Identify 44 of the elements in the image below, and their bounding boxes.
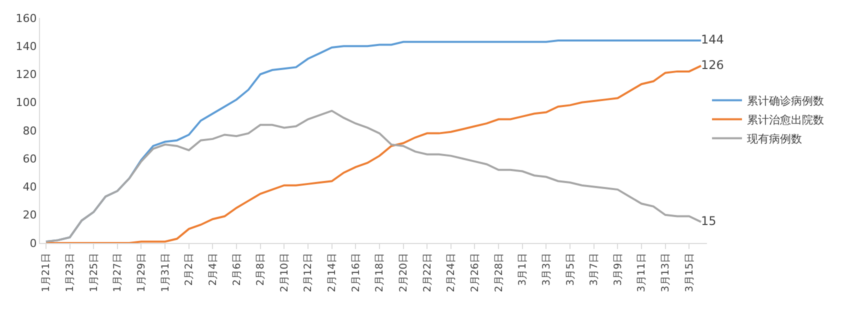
x-tick-label: 1月29日 [136, 253, 148, 292]
legend-label: 现有病例数 [747, 132, 802, 146]
x-tick-label: 2月2日 [184, 253, 196, 286]
y-tick-label: 0 [30, 236, 37, 250]
x-tick-label: 3月13日 [660, 253, 672, 292]
x-tick-label: 2月20日 [398, 253, 410, 292]
x-tick-label: 3月5日 [565, 253, 576, 286]
legend-label: 累计确诊病例数 [747, 94, 824, 108]
data-label: 15 [701, 214, 716, 228]
x-tick-label: 1月21日 [41, 253, 52, 292]
x-tick-label: 3月7日 [589, 253, 600, 286]
y-tick-label: 160 [16, 12, 37, 25]
y-tick-label: 40 [22, 180, 37, 194]
x-tick-label: 2月8日 [256, 253, 267, 286]
legend-label: 累计治愈出院数 [747, 114, 824, 127]
x-tick-label: 2月14日 [327, 253, 338, 292]
y-tick-label: 20 [22, 208, 37, 222]
x-tick-label: 2月12日 [303, 253, 314, 292]
x-tick-label: 3月11日 [636, 253, 648, 292]
data-label: 144 [701, 32, 724, 46]
y-tick-label: 120 [16, 68, 37, 82]
x-tick-label: 2月28日 [494, 253, 505, 292]
y-tick-label: 100 [16, 96, 37, 110]
x-tick-label: 1月25日 [88, 253, 100, 292]
x-tick-label: 2月24日 [446, 253, 458, 292]
x-tick-label: 3月15日 [684, 253, 696, 292]
x-tick-label: 3月9日 [612, 253, 624, 286]
x-tick-label: 3月3日 [541, 253, 552, 286]
y-tick-label: 60 [22, 152, 37, 166]
x-tick-label: 2月16日 [350, 253, 362, 292]
y-tick-label: 80 [22, 124, 37, 138]
x-tick-label: 2月10日 [279, 253, 290, 292]
x-tick-label: 1月31日 [160, 253, 172, 292]
y-tick-label: 140 [16, 40, 37, 53]
data-label: 126 [701, 58, 724, 72]
x-tick-label: 3月1日 [518, 253, 529, 286]
x-tick-label: 2月26日 [470, 253, 481, 292]
x-tick-label: 2月22日 [422, 253, 434, 292]
line-series [44, 110, 702, 243]
x-tick-label: 2月18日 [374, 253, 386, 292]
x-tick-label: 2月6日 [232, 253, 243, 286]
x-tick-label: 2月4日 [208, 253, 219, 286]
x-tick-label: 1月27日 [112, 253, 124, 292]
x-tick-label: 1月23日 [65, 253, 76, 292]
